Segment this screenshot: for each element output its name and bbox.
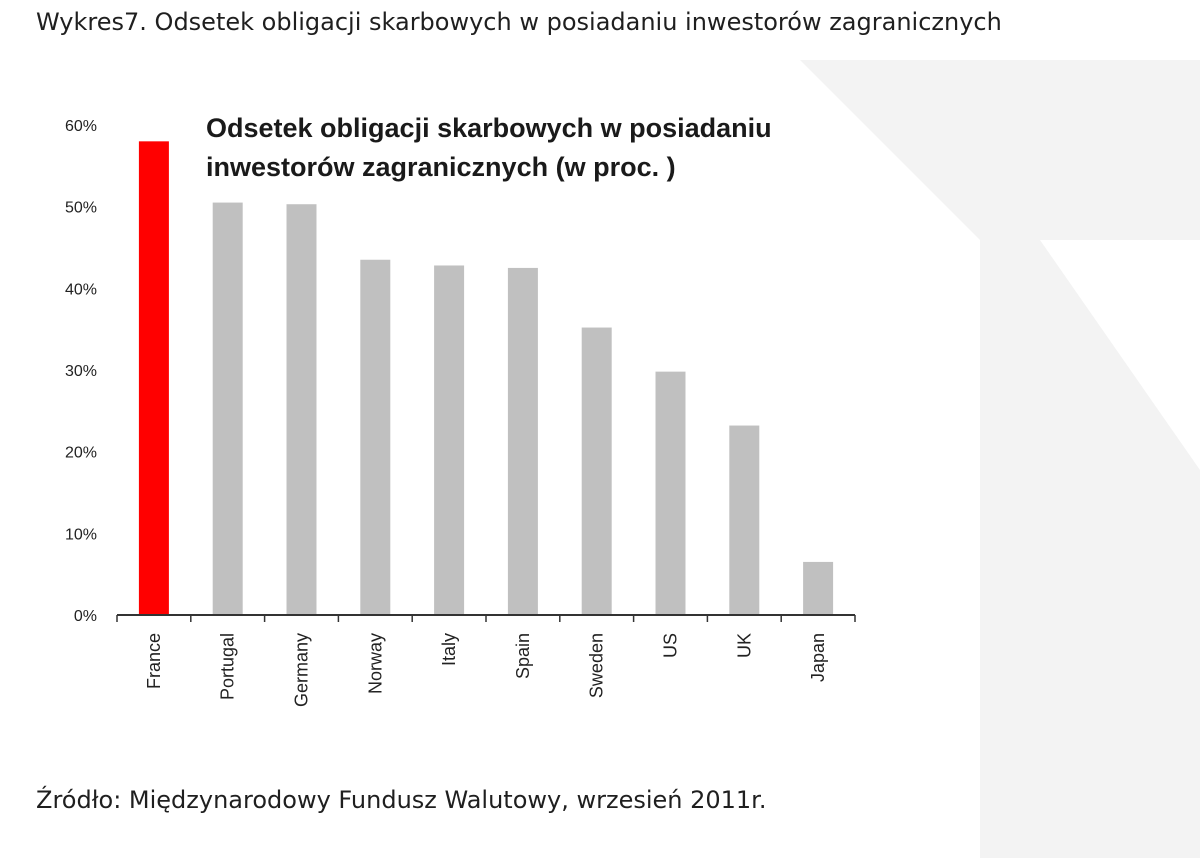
bar-germany <box>286 204 317 615</box>
bar-norway <box>360 259 391 615</box>
bar-portugal <box>212 202 243 616</box>
x-axis <box>116 614 856 622</box>
y-tick-label: 50% <box>65 200 97 217</box>
y-tick-label: 60% <box>65 118 97 135</box>
x-tick-label: Sweden <box>587 633 607 698</box>
x-tick-label: US <box>661 633 681 658</box>
x-tick-label: Portugal <box>218 633 238 700</box>
x-tick-label: France <box>144 633 164 689</box>
chart-title-line-2: inwestorów zagranicznych (w proc. ) <box>206 152 676 182</box>
chart-title-line-1: Odsetek obligacji skarbowych w posiadani… <box>206 113 772 143</box>
x-tick-label: Japan <box>808 633 828 682</box>
y-axis-ticks: 0% 10% 20% 30% 40% 50% 60% <box>65 118 97 625</box>
y-tick-label: 20% <box>65 445 97 462</box>
bars-group <box>138 141 834 616</box>
bar-italy <box>434 265 465 615</box>
bar-spain <box>507 267 538 615</box>
x-tick-label: Germany <box>292 633 312 707</box>
y-tick-label: 30% <box>65 363 97 380</box>
x-axis-labels: France Portugal Germany Norway Italy Spain Swe… <box>144 633 828 707</box>
bar-france <box>138 141 169 616</box>
y-tick-label: 0% <box>74 608 97 625</box>
figure-caption: Wykres7. Odsetek obligacji skarbowych w … <box>36 8 1002 36</box>
bar-uk <box>729 425 760 615</box>
x-tick-label: Spain <box>513 633 533 679</box>
y-tick-label: 10% <box>65 526 97 543</box>
bar-us <box>655 371 686 615</box>
bar-japan <box>803 561 834 615</box>
x-tick-label: UK <box>734 633 754 658</box>
x-tick-label: Italy <box>439 633 459 666</box>
x-tick-label: Norway <box>365 633 385 694</box>
y-tick-label: 40% <box>65 281 97 298</box>
bar-sweden <box>581 327 612 615</box>
source-note: Źródło: Międzynarodowy Fundusz Walutowy,… <box>36 786 767 814</box>
